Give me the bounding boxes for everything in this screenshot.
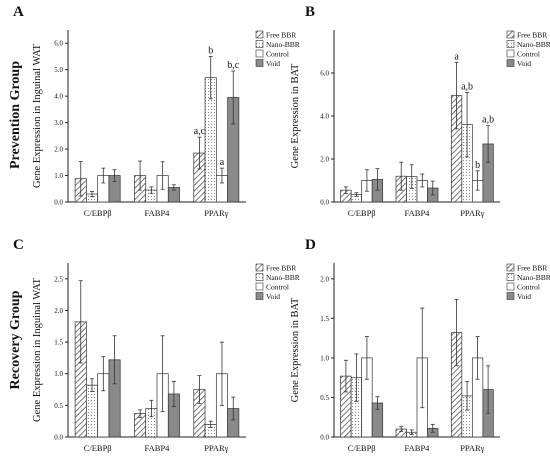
y-axis-label: Gene Expression in BAT [290, 297, 301, 402]
y-tick-label: 5.0 [54, 66, 63, 74]
y-tick-label: 1.0 [320, 354, 329, 362]
y-tick-label: 2.0 [320, 275, 329, 283]
y-tick-label: 0.0 [54, 434, 63, 442]
legend-label: Void [266, 59, 280, 68]
category-label: FABP4 [405, 208, 431, 218]
panel-letter: B [305, 4, 315, 20]
category-label: C/EBPβ [348, 208, 376, 218]
significance-label: a,b [461, 81, 473, 92]
significance-label: b,c [227, 60, 240, 71]
legend-swatch [506, 263, 515, 272]
legend-swatch [506, 292, 515, 300]
legend-swatch [255, 263, 264, 272]
y-tick-label: 1.0 [54, 172, 63, 180]
panel-c: C Gene Expression in Inguinal WAT 0.0 0.5 1.… [13, 237, 300, 453]
legend-swatch [255, 30, 264, 39]
category-label: PPARγ [460, 208, 484, 218]
y-tick-label: 0.0 [54, 199, 63, 207]
panel-letter: C [13, 237, 24, 253]
category-label: C/EBPβ [84, 208, 112, 218]
significance-label: a,b [482, 115, 494, 126]
y-tick-label: 2.5 [54, 275, 63, 283]
y-tick-label: 6.0 [54, 40, 63, 48]
legend-label: Free BBR [517, 264, 547, 273]
y-tick-label: 0.0 [320, 199, 329, 207]
panel-letter: D [305, 237, 316, 253]
y-tick-label: 0.5 [320, 394, 329, 402]
group-label-recovery: Recovery Group [8, 290, 23, 389]
y-tick-label: 0.5 [54, 402, 63, 410]
legend-label: Control [517, 283, 540, 292]
y-tick-label: 6.0 [320, 70, 329, 78]
y-tick-label: 2.0 [320, 156, 329, 164]
category-label: C/EBPβ [84, 443, 112, 453]
legend-swatch [506, 49, 515, 58]
legend-swatch [255, 273, 264, 281]
legend-swatch [255, 282, 264, 291]
y-axis-label: Gene Expression in BAT [290, 63, 301, 168]
y-tick-label: 4.0 [320, 113, 329, 121]
y-tick-label: 0.0 [320, 434, 329, 442]
panel-d: D Gene Expression in BAT 0.0 0.5 1.0 1.5 2.0 C/… [290, 237, 550, 453]
legend-swatch [255, 292, 264, 300]
y-tick-label: 1.5 [54, 339, 63, 347]
legend-swatch [506, 59, 515, 67]
panel-a: A Gene Expression in Inguinal WAT 0.0 1.0 2.… [13, 4, 300, 218]
legend-swatch [255, 49, 264, 58]
category-label: FABP4 [145, 443, 171, 453]
legend-label: Void [266, 292, 280, 301]
y-tick-label: 1.0 [54, 370, 63, 378]
y-axis-label: Gene Expression in Inguinal WAT [32, 43, 43, 187]
legend-swatch [255, 59, 264, 67]
legend-label: Control [266, 283, 289, 292]
legend-label: Free BBR [517, 31, 547, 40]
significance-label: b [475, 160, 480, 171]
significance-label: a [220, 157, 225, 168]
panel-b: B Gene Expression in BAT 0.0 2.0 4.0 6.0 C/EBP… [290, 4, 550, 218]
legend-label: Void [517, 292, 531, 301]
legend-swatch [506, 273, 515, 281]
legend-label: Void [517, 59, 531, 68]
category-label: PPARγ [204, 443, 228, 453]
category-label: FABP4 [405, 443, 431, 453]
y-tick-label: 3.0 [54, 119, 63, 127]
panel-letter: A [13, 4, 24, 20]
bar [86, 384, 99, 438]
y-tick-label: 1.5 [320, 315, 329, 323]
group-label-prevention: Prevention Group [8, 61, 23, 169]
category-label: FABP4 [145, 208, 171, 218]
category-label: C/EBPβ [348, 443, 376, 453]
y-axis-label: Gene Expression in Inguinal WAT [32, 277, 43, 421]
significance-label: a [454, 51, 459, 62]
category-label: PPARγ [460, 443, 484, 453]
legend-label: Nano-BBR [266, 273, 300, 282]
legend-swatch [255, 40, 264, 48]
y-tick-label: 4.0 [54, 93, 63, 101]
legend-label: Nano-BBR [266, 40, 300, 49]
legend-swatch [506, 282, 515, 291]
y-tick-label: 2.0 [54, 307, 63, 315]
significance-label: b [208, 45, 213, 56]
legend-label: Free BBR [266, 31, 296, 40]
legend-label: Control [517, 50, 540, 59]
legend-swatch [506, 40, 515, 48]
legend-swatch [506, 30, 515, 39]
y-tick-label: 2.0 [54, 146, 63, 154]
legend-label: Free BBR [266, 264, 296, 273]
category-label: PPARγ [204, 208, 228, 218]
significance-label: a,c [194, 126, 206, 137]
legend-label: Nano-BBR [517, 40, 550, 49]
legend-label: Nano-BBR [517, 273, 550, 282]
legend-label: Control [266, 50, 289, 59]
